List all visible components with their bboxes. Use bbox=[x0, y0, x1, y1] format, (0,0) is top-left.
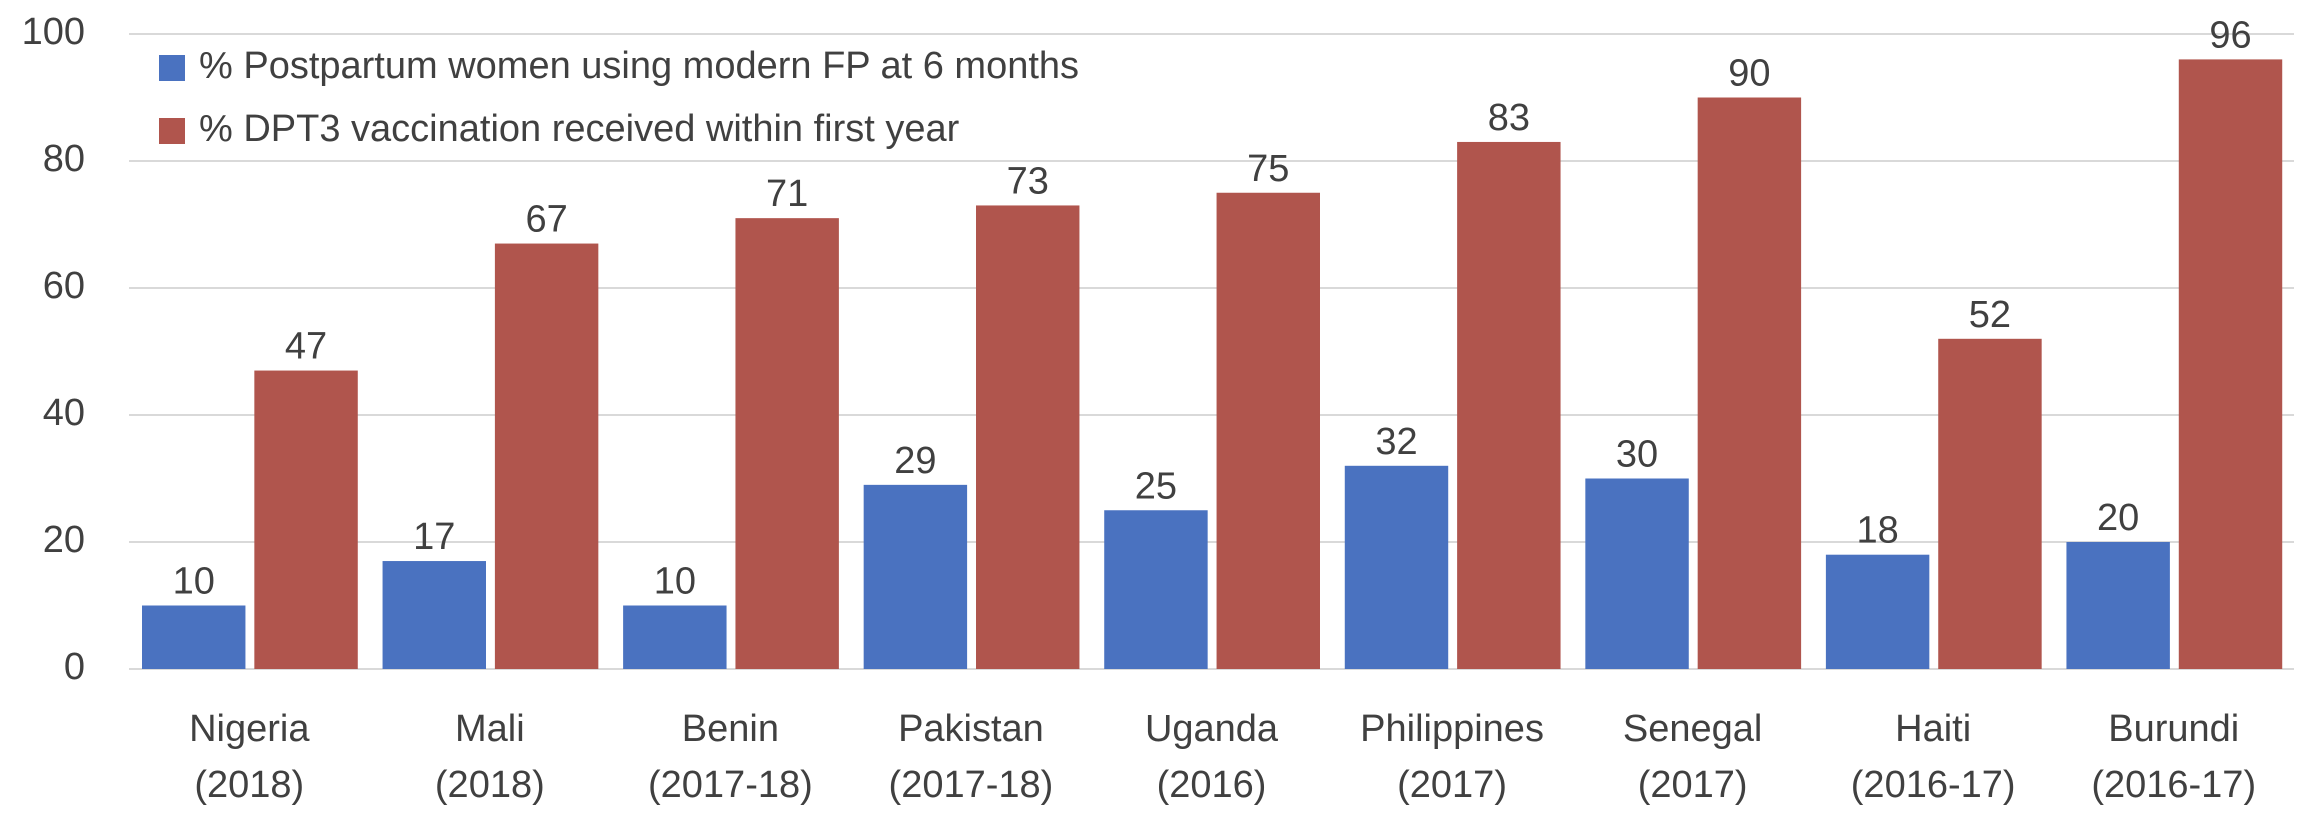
data-label: 18 bbox=[1856, 510, 1898, 552]
x-tick-label: Mali bbox=[455, 708, 525, 750]
data-label: 75 bbox=[1247, 148, 1289, 190]
bar bbox=[1585, 478, 1689, 669]
data-label: 47 bbox=[285, 326, 327, 368]
data-label: 29 bbox=[894, 440, 936, 482]
bar bbox=[1104, 510, 1208, 669]
x-tick-label: (2016-17) bbox=[2091, 764, 2256, 806]
bar bbox=[1825, 554, 1930, 669]
x-tick-label: (2018) bbox=[194, 764, 304, 806]
x-tick-label: (2018) bbox=[435, 764, 545, 806]
x-tick-label: Pakistan bbox=[898, 708, 1044, 750]
bar bbox=[254, 370, 358, 669]
x-tick-label: Philippines bbox=[1360, 708, 1544, 750]
data-label: 83 bbox=[1488, 97, 1530, 139]
x-tick-label: Burundi bbox=[2108, 708, 2239, 750]
data-label: 20 bbox=[2097, 497, 2139, 539]
bar bbox=[1938, 338, 2042, 669]
legend-label: % DPT3 vaccination received within first… bbox=[199, 108, 960, 150]
y-tick-label: 80 bbox=[43, 138, 85, 180]
y-tick-label: 60 bbox=[43, 265, 85, 307]
data-label: 10 bbox=[654, 561, 696, 603]
y-tick-label: 40 bbox=[43, 392, 85, 434]
data-label: 25 bbox=[1135, 465, 1177, 507]
x-tick-label: Uganda bbox=[1145, 708, 1279, 750]
data-label: 17 bbox=[413, 516, 455, 558]
legend-swatch bbox=[159, 55, 185, 81]
x-tick-label: Nigeria bbox=[189, 708, 310, 750]
x-tick-label: (2017) bbox=[1638, 764, 1748, 806]
bar bbox=[1216, 192, 1321, 669]
x-tick-label: (2017-18) bbox=[889, 764, 1054, 806]
data-label: 10 bbox=[173, 561, 215, 603]
bar bbox=[1457, 141, 1561, 669]
legend-label: % Postpartum women using modern FP at 6 … bbox=[199, 45, 1079, 87]
x-tick-label: Benin bbox=[682, 708, 779, 750]
bar bbox=[382, 561, 486, 669]
legend-swatch bbox=[159, 118, 185, 144]
bar bbox=[1344, 465, 1449, 669]
bar bbox=[494, 243, 599, 670]
bar bbox=[142, 605, 246, 669]
data-label: 96 bbox=[2209, 14, 2251, 56]
data-label: 71 bbox=[766, 173, 808, 215]
bar bbox=[863, 484, 968, 669]
bar bbox=[623, 605, 727, 669]
data-label: 67 bbox=[525, 199, 567, 241]
data-label: 90 bbox=[1728, 53, 1770, 95]
x-tick-label: (2017-18) bbox=[648, 764, 813, 806]
y-tick-label: 20 bbox=[43, 519, 85, 561]
y-tick-label: 0 bbox=[64, 646, 85, 688]
x-tick-label: (2017) bbox=[1397, 764, 1507, 806]
data-label: 32 bbox=[1375, 421, 1417, 463]
y-tick-label: 100 bbox=[22, 11, 85, 53]
bar bbox=[2066, 542, 2170, 669]
data-label: 52 bbox=[1969, 294, 2011, 336]
x-tick-label: Senegal bbox=[1623, 708, 1762, 750]
data-label: 73 bbox=[1007, 160, 1049, 202]
bar bbox=[735, 218, 839, 669]
x-tick-label: (2016) bbox=[1157, 764, 1267, 806]
x-tick-label: Haiti bbox=[1895, 708, 1971, 750]
bar bbox=[976, 205, 1080, 669]
bar bbox=[2178, 59, 2283, 669]
data-label: 30 bbox=[1616, 434, 1658, 476]
x-tick-label: (2016-17) bbox=[1851, 764, 2016, 806]
bar bbox=[1697, 97, 1802, 669]
